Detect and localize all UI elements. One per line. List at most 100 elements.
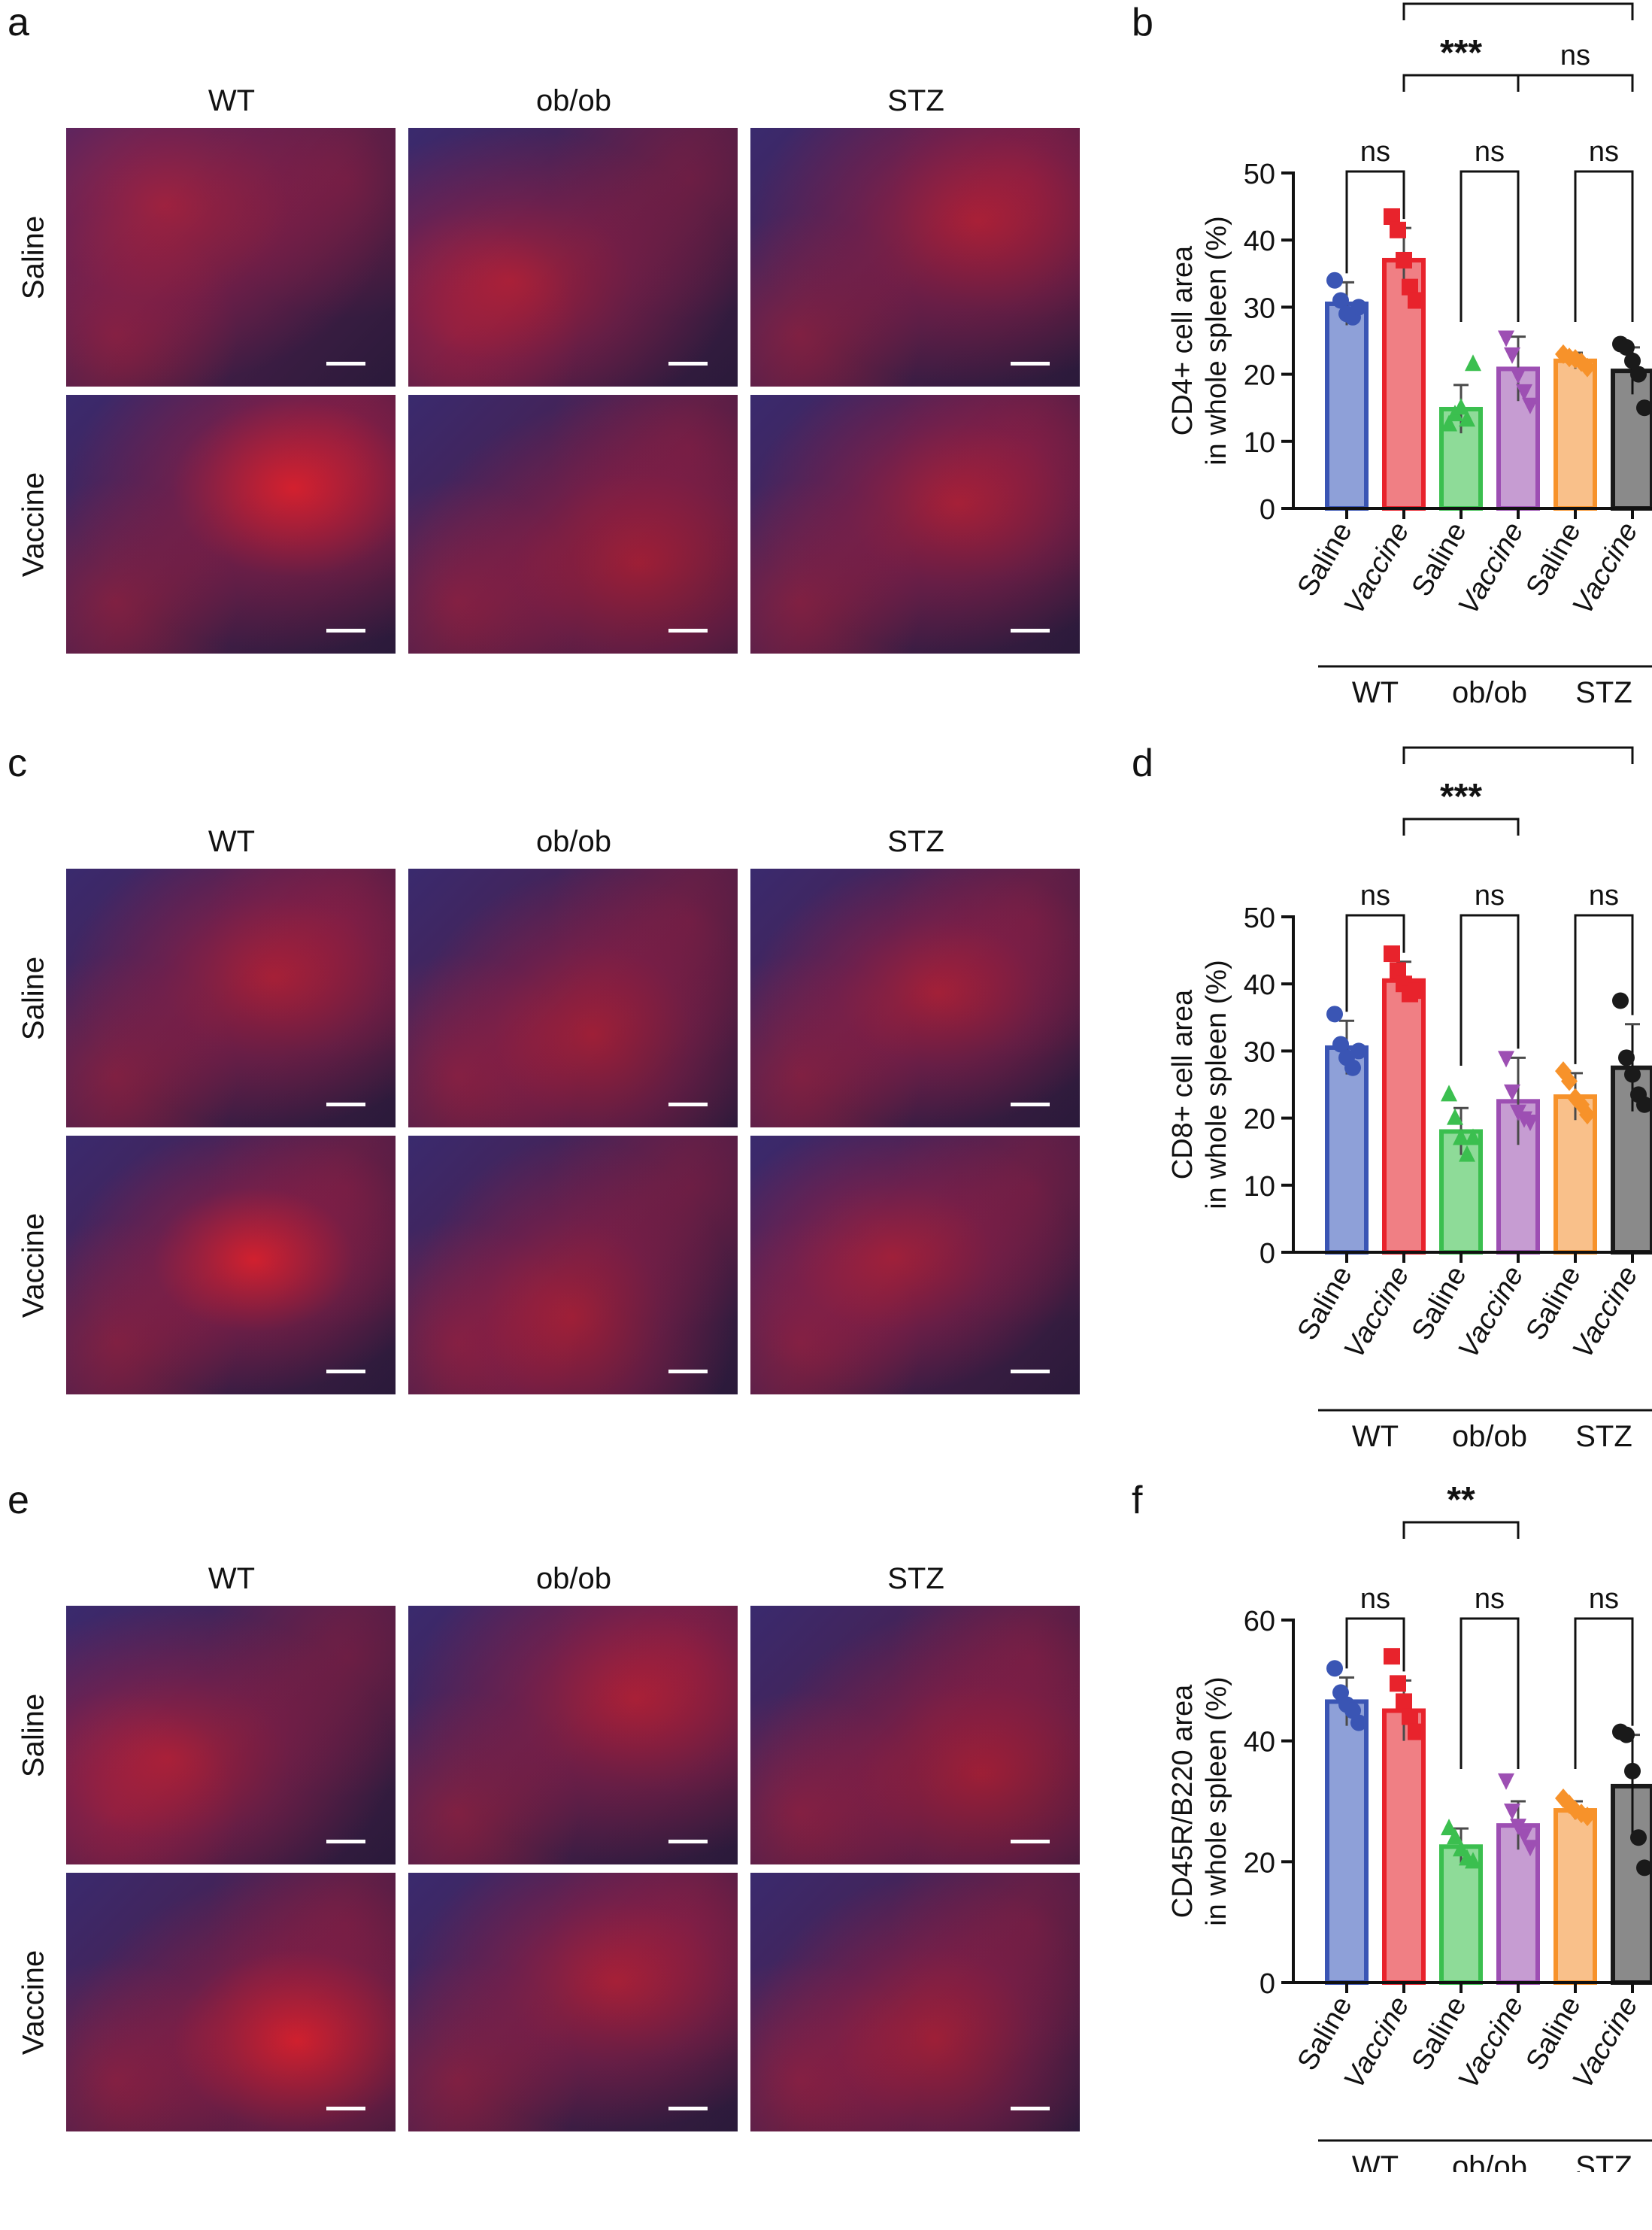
y-axis-label-line1: CD8+ cell area (1167, 989, 1199, 1179)
panel-letter-b: b (1132, 1, 1153, 44)
data-point-1-3 (1402, 278, 1418, 296)
data-point-1-3 (1402, 1708, 1418, 1725)
data-point-0-1 (1332, 1036, 1349, 1053)
significance-label-1: ns (1475, 1583, 1505, 1615)
data-point-5-4 (1636, 1859, 1652, 1877)
significance-label-4: * (1511, 741, 1526, 745)
micrograph-vaccine-ob-ob (408, 395, 738, 654)
significance-bracket-0 (1345, 1617, 1405, 1672)
data-point-3-2 (1510, 1819, 1526, 1836)
column-label-stz: STZ (887, 1562, 944, 1595)
group-label-2: STZ (1575, 1420, 1632, 1453)
data-point-2-2 (1453, 1128, 1469, 1145)
data-point-2-2 (1453, 1840, 1469, 1857)
data-point-2-3 (1459, 410, 1475, 427)
significance-label-0: ns (1360, 1583, 1390, 1615)
column-label-wt: WT (208, 84, 256, 117)
scale-bar (668, 2107, 708, 2110)
data-point-1-2 (1396, 251, 1412, 269)
data-point-0-4 (1350, 1042, 1367, 1060)
data-point-3-1 (1504, 347, 1520, 364)
plot-area: 0 10 20 30 40 50 CD4+ cell area in whole spleen… (1167, 0, 1652, 709)
data-point-3-1 (1504, 1804, 1520, 1821)
scale-bar (326, 1103, 365, 1106)
panel-letter-a: a (8, 1, 29, 44)
scale-bar (1011, 2107, 1050, 2110)
micrograph-saline-ob-ob (408, 869, 738, 1127)
y-tick-label: 40 (1244, 969, 1275, 1001)
row-label-saline: Saline (17, 956, 50, 1041)
chart-cd4: 0 10 20 30 40 50 CD4+ cell area in whole spleen… (1120, 0, 1652, 752)
significance-label-0: ns (1360, 880, 1390, 912)
micrograph-vaccine-wt (66, 1136, 396, 1394)
data-point-3-0 (1498, 330, 1514, 347)
row-label-vaccine: Vaccine (17, 1949, 50, 2056)
micrograph-vaccine-stz (750, 395, 1080, 654)
micrograph-saline-stz (750, 1606, 1080, 1864)
group-label-1: ob/ob (1452, 676, 1527, 709)
y-tick-label: 0 (1259, 1238, 1275, 1270)
micrograph-saline-wt (66, 869, 396, 1127)
group-label-2: STZ (1575, 2150, 1632, 2172)
y-tick-label: 10 (1244, 1171, 1275, 1203)
data-point-4-0 (1555, 1788, 1572, 1808)
y-tick-label: 40 (1244, 226, 1275, 257)
data-point-1-4 (1408, 1723, 1424, 1740)
data-point-1-1 (1390, 1675, 1406, 1692)
significance-label-2: ns (1589, 1583, 1619, 1615)
data-point-2-1 (1447, 1108, 1463, 1125)
y-tick-label: 50 (1244, 159, 1275, 190)
group-label-0: WT (1352, 676, 1399, 709)
bar-0 (1325, 301, 1369, 511)
bar-4 (1553, 1808, 1597, 1985)
data-point-0-0 (1326, 272, 1343, 289)
scale-bar (326, 1370, 365, 1373)
micrograph-vaccine-ob-ob (408, 1873, 738, 2131)
column-label-ob-ob: ob/ob (535, 1562, 612, 1595)
significance-bracket-1 (1460, 914, 1520, 1066)
scale-bar (668, 1370, 708, 1373)
bar-0 (1325, 1699, 1369, 1985)
y-axis-label-line2: in whole spleen (%) (1201, 1676, 1232, 1926)
significance-label-5: *** (1497, 0, 1539, 2)
significance-bracket-3 (1402, 1521, 1520, 1539)
data-point-5-2 (1624, 1762, 1641, 1779)
data-point-3-2 (1510, 367, 1526, 384)
data-point-2-0 (1441, 1085, 1457, 1102)
micrograph-vaccine-stz (750, 1873, 1080, 2131)
data-point-0-1 (1332, 292, 1349, 309)
scale-bar (668, 629, 708, 633)
significance-bracket-2 (1574, 914, 1634, 1064)
data-point-0-3 (1344, 1059, 1361, 1076)
significance-label-1: ns (1475, 880, 1505, 912)
data-point-0-0 (1326, 1006, 1343, 1023)
micrograph-vaccine-wt (66, 1873, 396, 2131)
y-axis-label-line2: in whole spleen (%) (1201, 960, 1232, 1209)
row-label-vaccine: Vaccine (17, 472, 50, 578)
data-point-5-2 (1624, 1066, 1641, 1083)
scale-bar (326, 629, 365, 633)
data-point-4-4 (1579, 1807, 1596, 1827)
significance-label-2: ns (1589, 136, 1619, 168)
significance-bracket-2 (1574, 170, 1634, 322)
data-point-1-0 (1384, 1648, 1400, 1665)
panel-letter-f: f (1132, 1479, 1143, 1522)
micrograph-saline-wt (66, 1606, 396, 1864)
significance-bracket-4 (1402, 746, 1634, 764)
panel-letter-c: c (8, 742, 27, 785)
y-axis-label-line1: CD4+ cell area (1167, 245, 1199, 435)
data-point-2-0 (1441, 414, 1457, 432)
chart-cd45r-b220: 0 20 40 60 CD45R/B220 area in whole spleen (%… (1120, 1478, 1652, 2230)
data-point-1-0 (1384, 208, 1400, 225)
data-point-1-4 (1408, 292, 1424, 309)
data-point-5-1 (1618, 1049, 1635, 1066)
scale-bar (668, 1840, 708, 1843)
data-point-2-2 (1453, 398, 1469, 415)
data-point-5-4 (1636, 399, 1652, 417)
significance-label-0: ns (1360, 136, 1390, 168)
chart-cd8-svg: 0 10 20 30 40 50 CD8+ cell area in whole spleen… (1167, 741, 1652, 1453)
group-label-0: WT (1352, 2150, 1399, 2172)
data-point-5-4 (1636, 1096, 1652, 1113)
data-point-3-4 (1522, 1115, 1538, 1132)
data-point-1-1 (1390, 221, 1406, 238)
